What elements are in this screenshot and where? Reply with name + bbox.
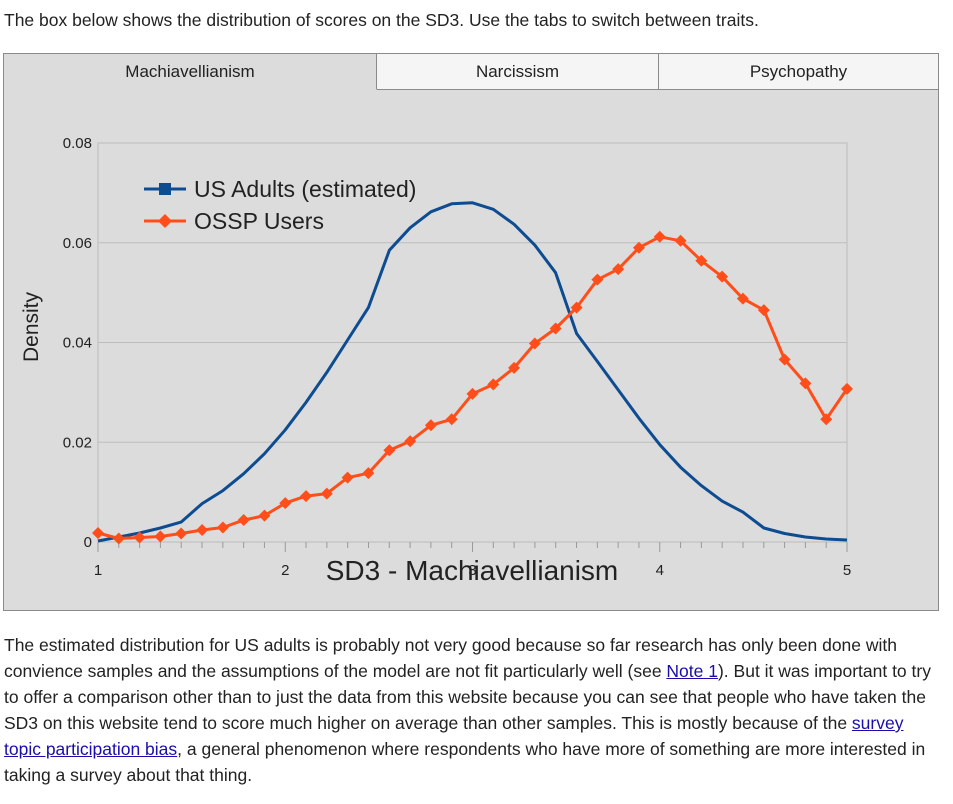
- ossp-point: [154, 530, 167, 543]
- ossp-point: [549, 322, 562, 335]
- y-tick-label: 0.08: [63, 135, 92, 152]
- ossp-point: [820, 413, 833, 426]
- x-tick-label: 3: [468, 562, 476, 579]
- ossp-point: [487, 378, 500, 391]
- series-us-adults: [97, 201, 848, 543]
- ossp-point: [632, 241, 645, 254]
- ossp-point: [279, 497, 292, 510]
- ossp-point: [341, 471, 354, 484]
- ossp-point: [92, 527, 104, 540]
- explanation-paragraph: The estimated distribution for US adults…: [4, 632, 944, 788]
- x-tick-label: 5: [843, 562, 851, 579]
- distribution-chart: 0 0.02 0.04 0.06 0.08 1 2 3 4 5 US Adults (estima…: [20, 135, 853, 586]
- ossp-point: [757, 304, 770, 317]
- tab-machiavellianism[interactable]: Machiavellianism: [4, 54, 377, 90]
- y-tick-label: 0.04: [63, 335, 92, 352]
- ossp-point: [404, 435, 417, 448]
- legend: US Adults (estimated) OSSP Users: [144, 176, 416, 234]
- ossp-point: [653, 230, 666, 243]
- ossp-point: [528, 337, 541, 350]
- explanation-text-3: , a general phenomenon where respondents…: [4, 739, 926, 785]
- ossp-point: [258, 509, 271, 522]
- ossp-point: [175, 527, 188, 540]
- ossp-point: [674, 234, 687, 247]
- ossp-point: [591, 273, 604, 286]
- ossp-point: [445, 413, 458, 426]
- ossp-point: [466, 387, 479, 400]
- ossp-users-line: [97, 235, 849, 540]
- ossp-point: [362, 467, 375, 480]
- ossp-point: [508, 361, 521, 374]
- chart-panel: Machiavellianism Narcissism Psychopathy …: [3, 53, 939, 611]
- legend-label: OSSP Users: [194, 208, 324, 234]
- ossp-point: [216, 521, 229, 534]
- series-ossp-users: [92, 230, 853, 545]
- ossp-point: [320, 487, 333, 500]
- axes: 0 0.02 0.04 0.06 0.08 1 2 3 4 5: [63, 135, 851, 579]
- explanation-text-1: The estimated distribution for US adults…: [4, 635, 898, 681]
- ossp-point: [424, 419, 437, 432]
- ossp-point: [570, 301, 583, 314]
- tab-psychopathy[interactable]: Psychopathy: [659, 54, 938, 90]
- legend-marker-diamond: [158, 214, 172, 228]
- ossp-point: [237, 514, 250, 527]
- us-adults-line: [97, 201, 848, 543]
- trait-tabs: Machiavellianism Narcissism Psychopathy: [4, 54, 938, 90]
- intro-text: The box below shows the distribution of …: [4, 10, 759, 30]
- ossp-point: [695, 254, 708, 267]
- x-tick-label: 4: [656, 562, 664, 579]
- ossp-point: [736, 292, 749, 305]
- ossp-point: [112, 532, 125, 545]
- ossp-point: [841, 382, 853, 395]
- y-tick-label: 0: [84, 534, 92, 551]
- ossp-point: [196, 524, 209, 537]
- x-tick-label: 1: [94, 562, 102, 579]
- ossp-point: [383, 444, 396, 457]
- legend-label: US Adults (estimated): [194, 176, 416, 202]
- legend-marker-square: [159, 183, 171, 195]
- y-tick-label: 0.06: [63, 235, 92, 252]
- note-1-link[interactable]: Note 1: [666, 661, 718, 681]
- y-axis-label: Density: [20, 291, 43, 362]
- y-tick-label: 0.02: [63, 434, 92, 451]
- series-layer: [92, 201, 853, 545]
- ossp-point: [300, 490, 313, 503]
- tab-narcissism[interactable]: Narcissism: [377, 54, 659, 90]
- ossp-point: [716, 270, 729, 283]
- ossp-point: [799, 377, 812, 390]
- explanation-text-2: ). But it was important to try to offer …: [4, 661, 931, 733]
- ossp-point: [778, 353, 791, 366]
- ossp-point: [133, 531, 146, 544]
- ossp-point: [612, 263, 625, 276]
- x-axis-label: SD3 - Machiavellianism: [326, 555, 619, 586]
- survey-bias-link[interactable]: survey topic participation bias: [4, 713, 904, 759]
- x-tick-label: 2: [281, 562, 289, 579]
